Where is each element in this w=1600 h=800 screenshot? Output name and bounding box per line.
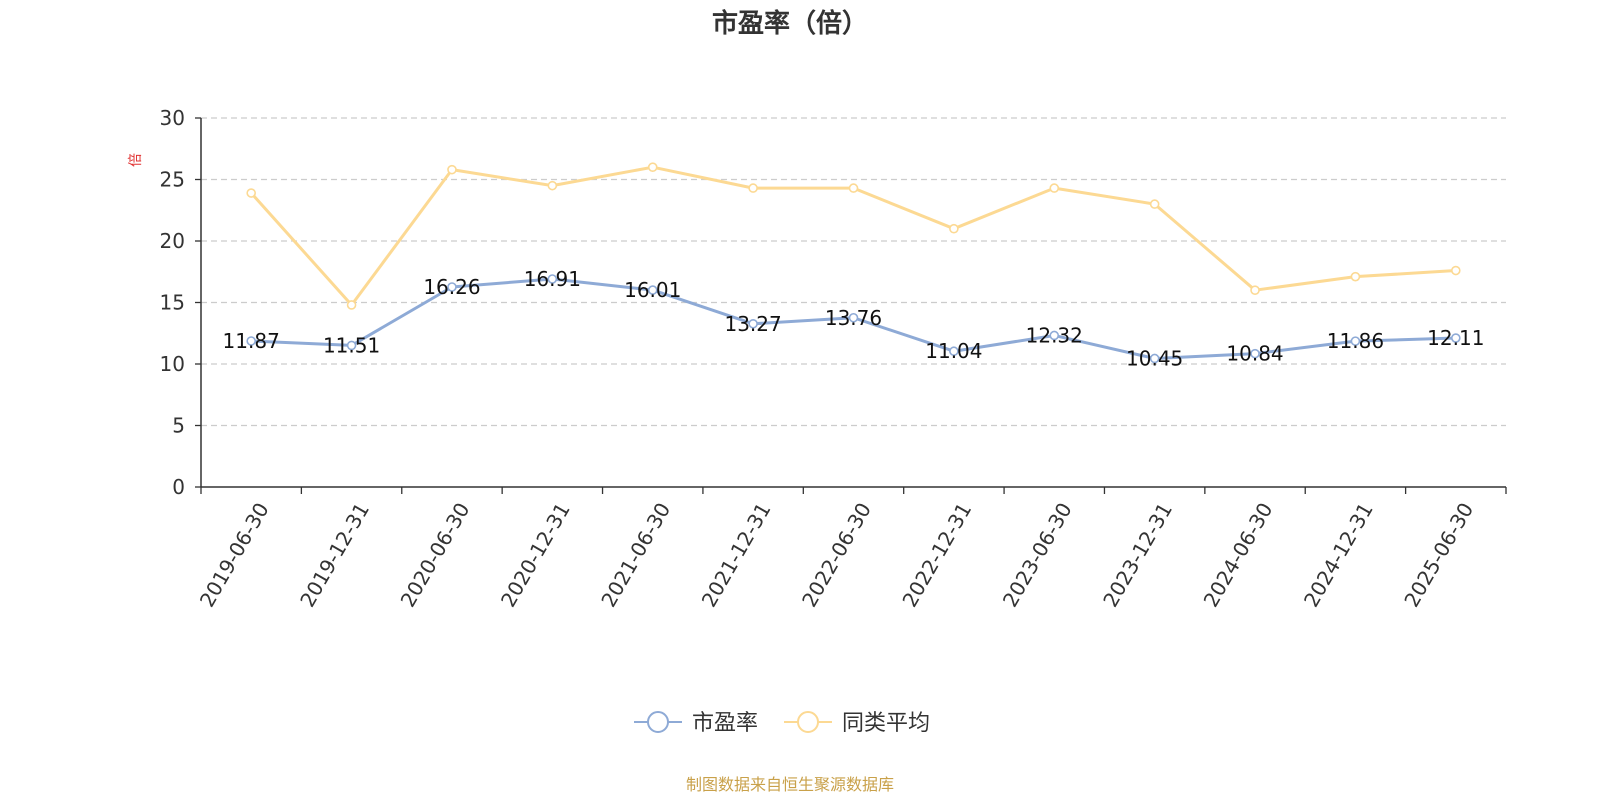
data-point: [647, 285, 658, 295]
data-point: [346, 300, 357, 310]
data-point: [246, 188, 256, 198]
data-label: 10.45: [1126, 346, 1183, 370]
data-point: [848, 183, 859, 193]
x-tick-label: 2023-12-31: [1098, 499, 1177, 612]
y-tick-label: 0: [172, 475, 185, 499]
y-tick-label: 5: [172, 414, 185, 438]
data-labels: 11.87 11.51 16.26 16.91 16.01 13.27 13.76 11.04…: [223, 267, 1485, 370]
grid-lines: [201, 117, 1506, 427]
y-tick-label: 10: [160, 352, 185, 376]
series-layer: [246, 162, 1461, 364]
x-tick-label: 2022-12-31: [897, 499, 976, 612]
data-label: 16.01: [624, 278, 681, 302]
x-tick-label: 2024-12-31: [1299, 499, 1378, 612]
legend-label: 市盈率: [692, 711, 758, 736]
x-tick-label: 2020-12-31: [496, 499, 575, 612]
axes: 0 5 10 15 20 25 30 2019-06-30 2019-12-31 2020-06-…: [160, 106, 1507, 612]
y-tick-label: 25: [160, 168, 185, 192]
data-label: 11.04: [925, 339, 982, 363]
data-point: [848, 312, 859, 323]
data-point: [1451, 333, 1461, 343]
data-point: [547, 180, 558, 191]
data-label: 10.84: [1226, 342, 1283, 366]
legend-label: 同类平均: [842, 711, 930, 736]
data-point: [748, 318, 758, 329]
data-point: [647, 162, 658, 172]
data-label: 11.87: [223, 329, 280, 353]
source-note: 制图数据来自恒生聚源数据库: [686, 775, 894, 794]
data-label: 16.26: [423, 275, 480, 299]
x-tick-label: 2023-06-30: [998, 499, 1077, 612]
data-point: [1149, 353, 1160, 364]
legend-marker: [647, 711, 669, 733]
data-point: [1149, 199, 1160, 209]
x-tick-label: 2024-06-30: [1199, 499, 1278, 612]
data-point: [949, 223, 959, 234]
data-point: [1049, 183, 1060, 193]
y-tick-label: 30: [160, 106, 185, 130]
y-tick-label: 20: [160, 229, 185, 253]
x-tick-label: 2020-06-30: [396, 499, 475, 612]
data-label: 16.91: [524, 267, 581, 291]
data-label: 11.86: [1327, 329, 1384, 353]
data-point: [246, 336, 256, 346]
data-point: [1049, 330, 1060, 341]
data-point: [1350, 271, 1361, 282]
y-tick-label: 15: [160, 291, 185, 315]
data-label: 11.51: [323, 333, 380, 357]
x-tick-label: 2021-12-31: [697, 499, 776, 612]
data-point: [1350, 336, 1361, 346]
x-tick-label: 2021-06-30: [596, 499, 675, 612]
data-label: 12.11: [1427, 326, 1484, 350]
data-label: 12.32: [1026, 323, 1083, 347]
data-label: 13.27: [724, 312, 781, 336]
legend: 市盈率 同类平均: [634, 711, 930, 736]
data-point: [1250, 348, 1260, 359]
data-point: [346, 340, 357, 351]
chart-title: 市盈率（倍）: [712, 8, 868, 39]
data-point: [748, 183, 758, 193]
data-point: [447, 282, 457, 292]
data-point: [949, 346, 959, 357]
legend-marker: [797, 711, 819, 733]
y-axis-unit-label: 倍: [128, 153, 144, 167]
x-tick-label: 2022-06-30: [797, 499, 876, 612]
data-point: [1250, 285, 1260, 296]
data-point: [547, 274, 558, 284]
x-tick-label: 2025-06-30: [1399, 499, 1478, 612]
data-point: [447, 164, 457, 175]
x-tick-label: 2019-12-31: [295, 499, 374, 612]
x-tick-label: 2019-06-30: [195, 499, 274, 612]
data-point: [1451, 265, 1461, 276]
data-label: 13.76: [825, 306, 882, 330]
